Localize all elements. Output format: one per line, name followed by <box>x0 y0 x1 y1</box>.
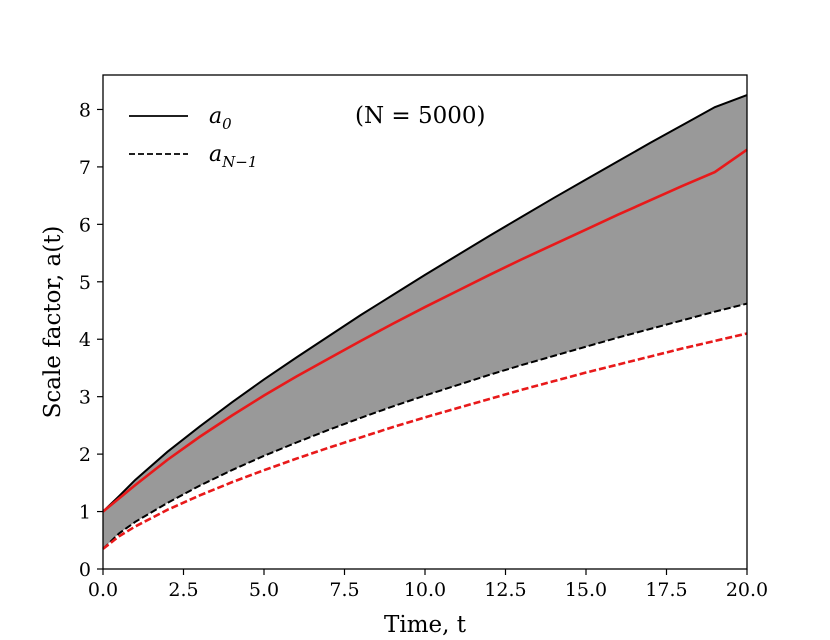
x-tick-label: 20.0 <box>726 579 768 601</box>
x-tick-label: 7.5 <box>329 579 359 601</box>
y-tick-label: 0 <box>79 559 91 581</box>
x-tick-label: 15.0 <box>565 579 607 601</box>
legend-label-2: aN−1 <box>209 142 257 171</box>
fill-between-layer <box>103 95 747 549</box>
fill-band <box>103 95 747 549</box>
x-tick-label: 5.0 <box>249 579 279 601</box>
annotation-label: (N = 5000) <box>355 103 486 129</box>
y-tick-label: 8 <box>79 99 91 121</box>
series-line-3 <box>102 148 748 513</box>
series-layer <box>102 94 748 550</box>
series-line-1 <box>102 94 748 513</box>
x-tick-label: 10.0 <box>404 579 446 601</box>
legend-label-1: a0 <box>209 104 232 133</box>
y-tick-label: 7 <box>79 157 91 179</box>
x-tick-label: 2.5 <box>168 579 198 601</box>
y-tick-label: 4 <box>79 329 91 351</box>
x-tick-label: 12.5 <box>484 579 526 601</box>
series-line-4 <box>102 332 748 550</box>
y-tick-label: 6 <box>79 214 91 236</box>
x-tick-label: 0.0 <box>88 579 118 601</box>
x-axis-title: Time, t <box>384 612 467 638</box>
y-tick-label: 3 <box>79 387 91 409</box>
x-axis: 0.0 2.5 5.0 7.5 10.0 12.5 15.0 17.5 20.0 <box>88 569 768 601</box>
series-line-2 <box>102 302 748 550</box>
y-tick-label: 1 <box>79 502 91 524</box>
y-tick-label: 2 <box>79 444 91 466</box>
y-tick-label: 5 <box>79 272 91 294</box>
y-axis: 0 1 2 3 4 5 6 7 8 <box>79 99 103 581</box>
y-axis-title: Scale factor, a(t) <box>40 226 66 419</box>
x-tick-label: 17.5 <box>645 579 687 601</box>
legend: a0 aN−1 <box>129 104 257 171</box>
